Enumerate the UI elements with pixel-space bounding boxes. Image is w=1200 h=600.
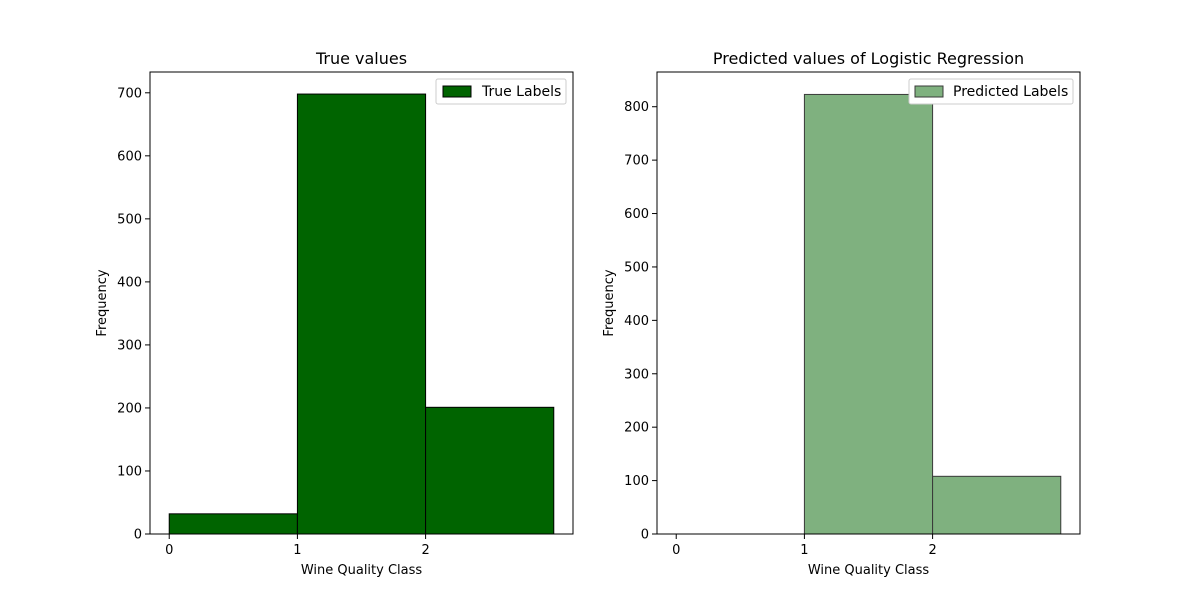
histogram-bar-0 [168,513,298,535]
y-tick-label: 700 [117,86,142,101]
axes-frame [656,71,1081,535]
y-tick-label: 700 [624,154,649,169]
x-axis-label: Wine Quality Class [301,563,423,578]
legend-label-true-labels: True Labels [481,84,561,100]
histogram-bar-1 [803,93,934,535]
x-tick-label: 2 [421,543,429,558]
y-tick-label: 100 [117,464,142,479]
y-tick-label: 500 [117,212,142,227]
legend-swatch-true-labels [442,85,472,98]
histogram-bar-2 [425,406,555,535]
legend-label-predicted-labels: Predicted Labels [953,84,1068,100]
y-tick-label: 800 [624,100,649,115]
x-tick-label: 2 [928,543,936,558]
y-tick-label: 600 [117,149,142,164]
chart-title: Predicted values of Logistic Regression [713,49,1024,68]
legend: Predicted Labels [908,78,1074,105]
y-axis-label: Frequency [602,269,617,336]
histogram-bar-2 [932,475,1062,535]
y-tick-label: 0 [134,528,142,543]
x-tick-label: 1 [800,543,808,558]
bars [168,93,555,535]
x-tick-label: 0 [165,543,173,558]
y-tick-label: 300 [117,338,142,353]
y-tick-label: 600 [624,207,649,222]
x-tick-label: 0 [672,543,680,558]
y-tick-label: 400 [117,275,142,290]
y-tick-label: 0 [641,528,649,543]
axes-frame [149,71,574,535]
y-tick-label: 100 [624,474,649,489]
y-tick-label: 400 [624,314,649,329]
legend-box [908,78,1074,105]
bars [803,93,1062,535]
y-ticks: 0 100 200 300 400 500 600 700 [117,86,150,543]
histogram-bar-1 [296,93,427,535]
x-tick-label: 1 [293,543,301,558]
y-tick-label: 200 [117,401,142,416]
chart-predicted-values: Predicted values of Logistic Regression … [602,49,1081,578]
y-axis-label: Frequency [95,269,110,336]
x-ticks: 0 1 2 [672,534,937,558]
chart-title: True values [315,49,407,68]
chart-true-values: True values 0 1 2 0 100 200 300 400 500 600 700 W… [95,49,574,578]
y-tick-label: 500 [624,260,649,275]
legend-box [435,78,567,105]
y-tick-label: 300 [624,367,649,382]
legend-swatch-predicted-labels [914,85,944,98]
x-axis-label: Wine Quality Class [808,563,930,578]
legend: True Labels [435,78,567,105]
x-ticks: 0 1 2 [165,534,430,558]
y-tick-label: 200 [624,421,649,436]
y-ticks: 0 100 200 300 400 500 600 700 800 [624,100,657,543]
